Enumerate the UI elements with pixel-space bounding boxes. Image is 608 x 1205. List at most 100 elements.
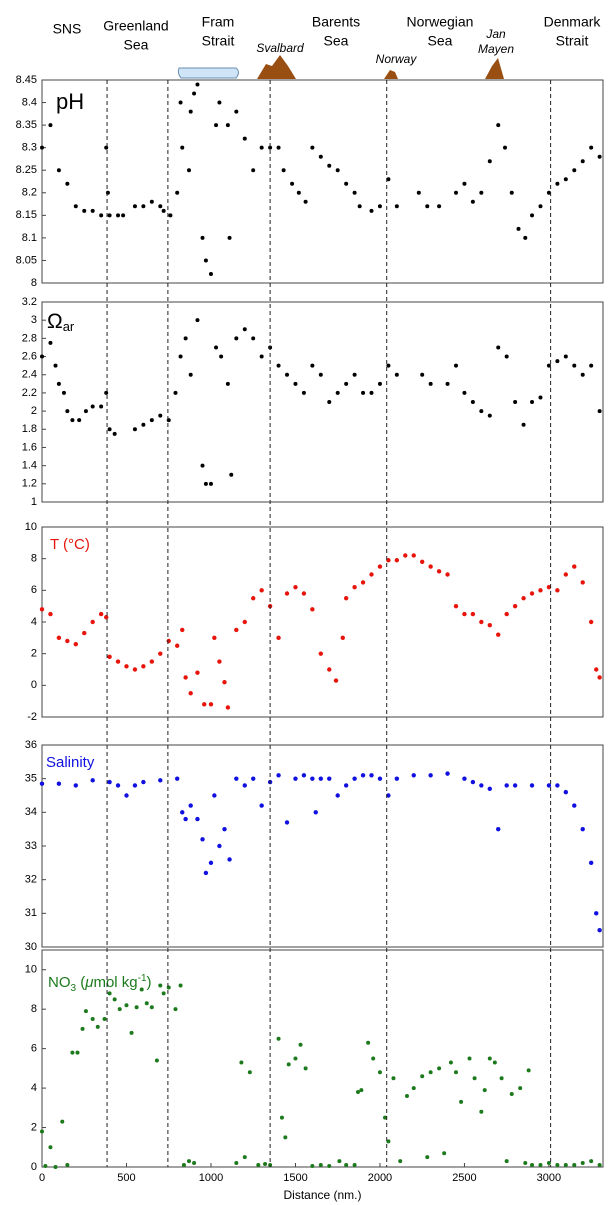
y-tick-label: -2 bbox=[27, 711, 37, 723]
data-point bbox=[386, 793, 391, 798]
data-point bbox=[225, 123, 230, 128]
data-point bbox=[371, 1056, 376, 1061]
data-point bbox=[107, 654, 112, 660]
place-label: Svalbard bbox=[256, 41, 304, 55]
data-point bbox=[301, 773, 307, 778]
data-point bbox=[403, 553, 408, 558]
y-tick-label: 2 bbox=[31, 1121, 37, 1133]
y-tick-label: 1 bbox=[31, 496, 37, 508]
data-point bbox=[453, 603, 459, 609]
data-point bbox=[149, 418, 154, 423]
y-tick-label: 33 bbox=[25, 840, 37, 852]
data-point bbox=[377, 776, 383, 781]
data-point bbox=[202, 702, 207, 707]
y-tick-label: 4 bbox=[31, 1082, 37, 1094]
panel-label: NO3 (μmol kg-1) bbox=[48, 973, 152, 994]
label-part: μ bbox=[84, 974, 93, 991]
y-tick-label: 1.4 bbox=[22, 460, 37, 472]
data-point bbox=[40, 1129, 44, 1134]
data-point bbox=[200, 837, 205, 842]
data-point bbox=[526, 1068, 531, 1073]
data-point bbox=[555, 359, 560, 364]
data-point bbox=[386, 177, 391, 182]
data-point bbox=[538, 204, 543, 209]
data-point bbox=[214, 345, 219, 350]
data-point bbox=[53, 363, 58, 368]
data-point bbox=[580, 159, 585, 164]
data-point bbox=[470, 779, 476, 785]
data-point bbox=[173, 1007, 178, 1012]
data-point bbox=[459, 1099, 464, 1104]
y-tick-label: 2.8 bbox=[22, 332, 37, 344]
data-point bbox=[178, 983, 183, 988]
data-point bbox=[487, 413, 492, 418]
data-point bbox=[234, 109, 239, 114]
data-point bbox=[462, 776, 467, 781]
data-point bbox=[158, 651, 163, 656]
data-point bbox=[222, 826, 227, 832]
label-part: Salinity bbox=[46, 754, 95, 771]
data-point bbox=[174, 643, 180, 648]
data-point bbox=[175, 190, 180, 195]
data-point bbox=[173, 390, 178, 395]
data-point bbox=[394, 776, 400, 781]
place-label: Norway bbox=[376, 52, 418, 66]
data-point bbox=[251, 776, 256, 781]
jan-mayen-icon bbox=[485, 58, 504, 79]
data-point bbox=[183, 816, 188, 822]
data-point bbox=[509, 190, 514, 195]
data-point bbox=[166, 418, 171, 423]
y-tick-label: 2.4 bbox=[22, 369, 37, 381]
data-point bbox=[462, 181, 467, 186]
data-point bbox=[158, 204, 163, 209]
data-point bbox=[445, 572, 450, 577]
data-point bbox=[318, 154, 323, 159]
data-point bbox=[580, 372, 585, 377]
label-part: ( bbox=[76, 974, 85, 991]
x-tick-label: 1000 bbox=[199, 1172, 223, 1184]
data-point bbox=[285, 372, 290, 377]
y-tick-label: 1.8 bbox=[22, 423, 37, 435]
data-point bbox=[39, 607, 45, 612]
data-point bbox=[546, 584, 552, 590]
data-point bbox=[555, 181, 560, 186]
data-point bbox=[90, 619, 95, 625]
data-point bbox=[428, 1070, 433, 1075]
data-point bbox=[132, 204, 137, 209]
data-point bbox=[588, 860, 594, 866]
data-point bbox=[479, 409, 484, 414]
data-point bbox=[203, 258, 208, 263]
data-point bbox=[65, 409, 70, 414]
data-point bbox=[242, 783, 247, 788]
data-point bbox=[437, 1066, 442, 1071]
data-point bbox=[149, 1005, 154, 1010]
label-part: ar bbox=[63, 319, 75, 334]
label-part: 3 bbox=[71, 983, 77, 994]
y-tick-label: 2 bbox=[31, 648, 37, 660]
data-point bbox=[496, 632, 501, 637]
panel-label: Ωar bbox=[47, 310, 75, 335]
data-point bbox=[107, 213, 112, 218]
data-point bbox=[115, 783, 121, 788]
data-point bbox=[161, 991, 166, 996]
data-point bbox=[361, 390, 366, 395]
data-point bbox=[166, 638, 171, 644]
place-label: Jan bbox=[485, 27, 506, 41]
data-point bbox=[242, 327, 247, 332]
panel-label: T (°C) bbox=[50, 536, 90, 553]
data-point bbox=[377, 381, 382, 386]
data-point bbox=[99, 404, 104, 409]
data-point bbox=[90, 208, 95, 213]
data-point bbox=[327, 1164, 332, 1169]
data-point bbox=[335, 168, 340, 173]
data-point bbox=[513, 400, 518, 404]
y-tick-label: 0 bbox=[31, 679, 37, 691]
data-point bbox=[134, 1005, 139, 1010]
data-point bbox=[436, 569, 442, 574]
data-point bbox=[518, 1086, 523, 1091]
y-tick-label: 10 bbox=[25, 964, 37, 976]
data-point bbox=[40, 145, 44, 150]
data-point bbox=[141, 204, 146, 209]
data-point bbox=[310, 1164, 315, 1169]
